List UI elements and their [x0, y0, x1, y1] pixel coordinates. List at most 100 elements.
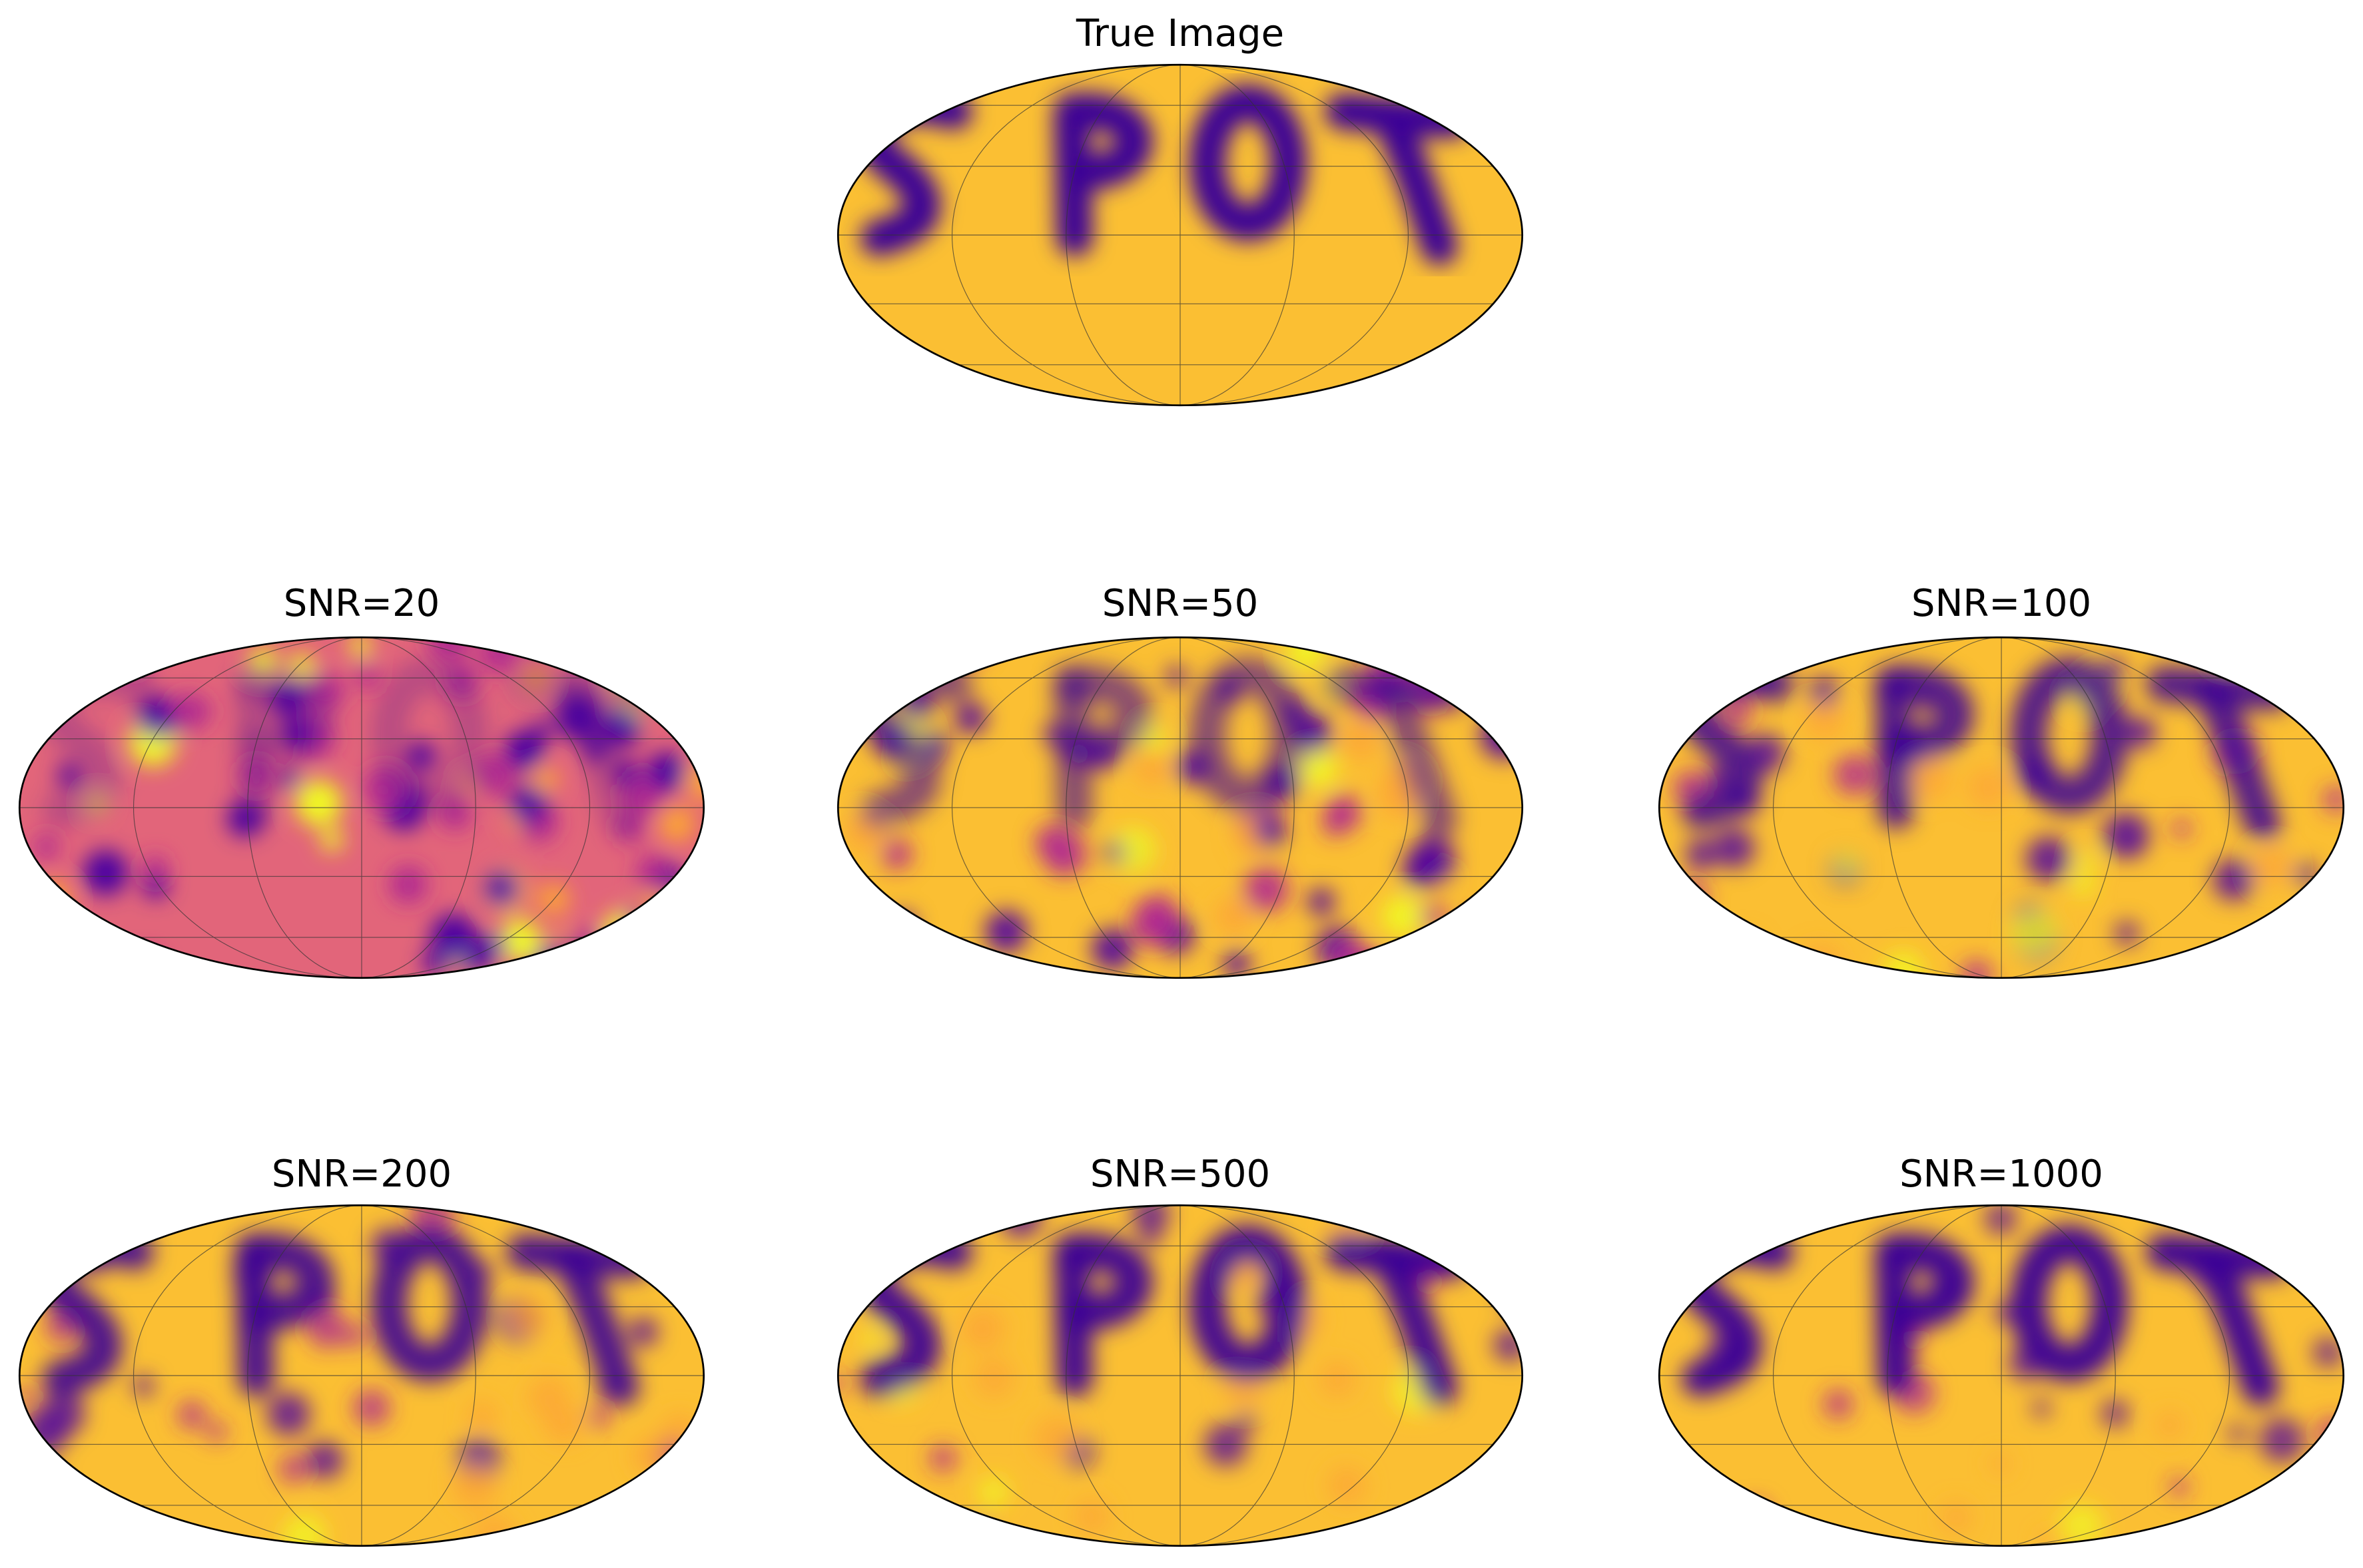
- surface-spot: [1091, 927, 1134, 971]
- surface-spot: [278, 1453, 308, 1483]
- surface-spot: [969, 1523, 991, 1545]
- surface-spot: [588, 1406, 611, 1428]
- surface-spot: [659, 806, 695, 842]
- surface-spot: [127, 952, 163, 978]
- surface-spot: [2312, 1338, 2343, 1368]
- surface-spot: [1724, 933, 1762, 972]
- surface-spot: [280, 768, 300, 789]
- surface-spot: [170, 693, 208, 730]
- surface-spot: [34, 834, 59, 860]
- surface-spot: [1714, 828, 1755, 869]
- surface-spot: [1104, 842, 1124, 862]
- surface-spot: [2059, 1503, 2103, 1546]
- surface-spot: [352, 1389, 390, 1427]
- surface-spot: [1685, 839, 1717, 870]
- mollweide-map: [837, 63, 1524, 407]
- spot-letter: [1874, 665, 1974, 763]
- surface-spot: [19, 939, 29, 967]
- surface-spot: [1381, 896, 1423, 937]
- surface-spot: [1960, 959, 1993, 978]
- surface-spot: [451, 1463, 498, 1510]
- surface-spot: [2125, 716, 2157, 748]
- mollweide-map: [837, 1204, 1524, 1547]
- surface-spot: [120, 648, 147, 675]
- panel-title: True Image: [1076, 12, 1284, 55]
- surface-spot: [563, 960, 587, 978]
- panel-title: SNR=200: [272, 1153, 452, 1196]
- mollweide-map: [1658, 1204, 2345, 1547]
- map-surface: [19, 637, 704, 978]
- surface-spot: [430, 914, 477, 960]
- surface-spot: [2196, 1526, 2234, 1546]
- spot-letter: [1053, 665, 1153, 763]
- panel-title: SNR=500: [1090, 1153, 1270, 1196]
- surface-spot: [1342, 722, 1379, 760]
- surface-spot: [527, 1376, 571, 1419]
- surface-spot: [838, 1441, 849, 1471]
- surface-spot: [83, 850, 129, 896]
- surface-spot: [603, 909, 651, 957]
- surface-spot: [861, 639, 882, 660]
- surface-spot: [2259, 1418, 2304, 1463]
- surface-spot: [1967, 766, 2009, 808]
- map-surface: [838, 637, 1522, 978]
- map-surface: [1659, 637, 2344, 978]
- surface-spot: [2172, 819, 2191, 838]
- surface-spot: [466, 1400, 498, 1432]
- mollweide-map: [18, 1204, 705, 1547]
- surface-spot: [643, 903, 666, 925]
- surface-spot: [1678, 881, 1708, 911]
- surface-spot: [1478, 1494, 1520, 1536]
- surface-spot: [862, 1328, 882, 1349]
- surface-spot: [507, 1297, 546, 1336]
- surface-spot: [1324, 794, 1361, 832]
- surface-spot: [838, 673, 877, 715]
- surface-spot: [1733, 659, 1764, 690]
- surface-spot: [206, 1421, 227, 1442]
- surface-spot: [509, 784, 549, 824]
- surface-spot: [1318, 1360, 1357, 1398]
- surface-spot: [133, 1375, 155, 1397]
- mollweide-map: [18, 636, 705, 979]
- surface-spot: [1989, 1453, 2011, 1475]
- surface-spot: [60, 661, 81, 682]
- surface-spot: [2155, 1410, 2185, 1440]
- surface-spot: [2310, 670, 2344, 704]
- surface-spot: [1706, 766, 1727, 788]
- surface-spot: [630, 639, 660, 668]
- surface-spot: [1833, 754, 1875, 796]
- surface-spot: [2209, 637, 2255, 664]
- surface-spot: [2025, 836, 2071, 882]
- map-surface: [19, 1205, 704, 1546]
- surface-spot: [924, 637, 958, 669]
- surface-spot: [480, 637, 519, 672]
- mollweide-map: [1658, 636, 2345, 979]
- surface-spot: [2032, 1399, 2051, 1418]
- surface-spot: [31, 881, 71, 921]
- surface-spot: [687, 692, 704, 730]
- surface-spot: [2072, 873, 2095, 896]
- surface-spot: [2304, 647, 2328, 672]
- surface-spot: [1215, 897, 1253, 935]
- surface-spot: [408, 742, 436, 770]
- surface-spot: [1135, 750, 1170, 786]
- surface-spot: [2257, 1234, 2282, 1260]
- spot-letter: [1189, 1224, 1307, 1382]
- surface-spot: [632, 934, 662, 964]
- surface-spot: [889, 912, 916, 939]
- surface-spot: [838, 1264, 864, 1297]
- spot-letter: [234, 665, 334, 763]
- spot-letter: [370, 1224, 489, 1382]
- surface-spot: [306, 1307, 348, 1349]
- surface-spot: [1042, 832, 1088, 877]
- spot-letter: [370, 656, 489, 814]
- panel-title: SNR=20: [284, 582, 440, 625]
- panel-title: SNR=1000: [1899, 1153, 2103, 1196]
- surface-spot: [2323, 786, 2344, 813]
- surface-spot: [2077, 852, 2097, 872]
- surface-spot: [609, 1206, 636, 1234]
- surface-spot: [881, 839, 912, 870]
- surface-spot: [1822, 1388, 1854, 1420]
- surface-spot: [623, 905, 653, 933]
